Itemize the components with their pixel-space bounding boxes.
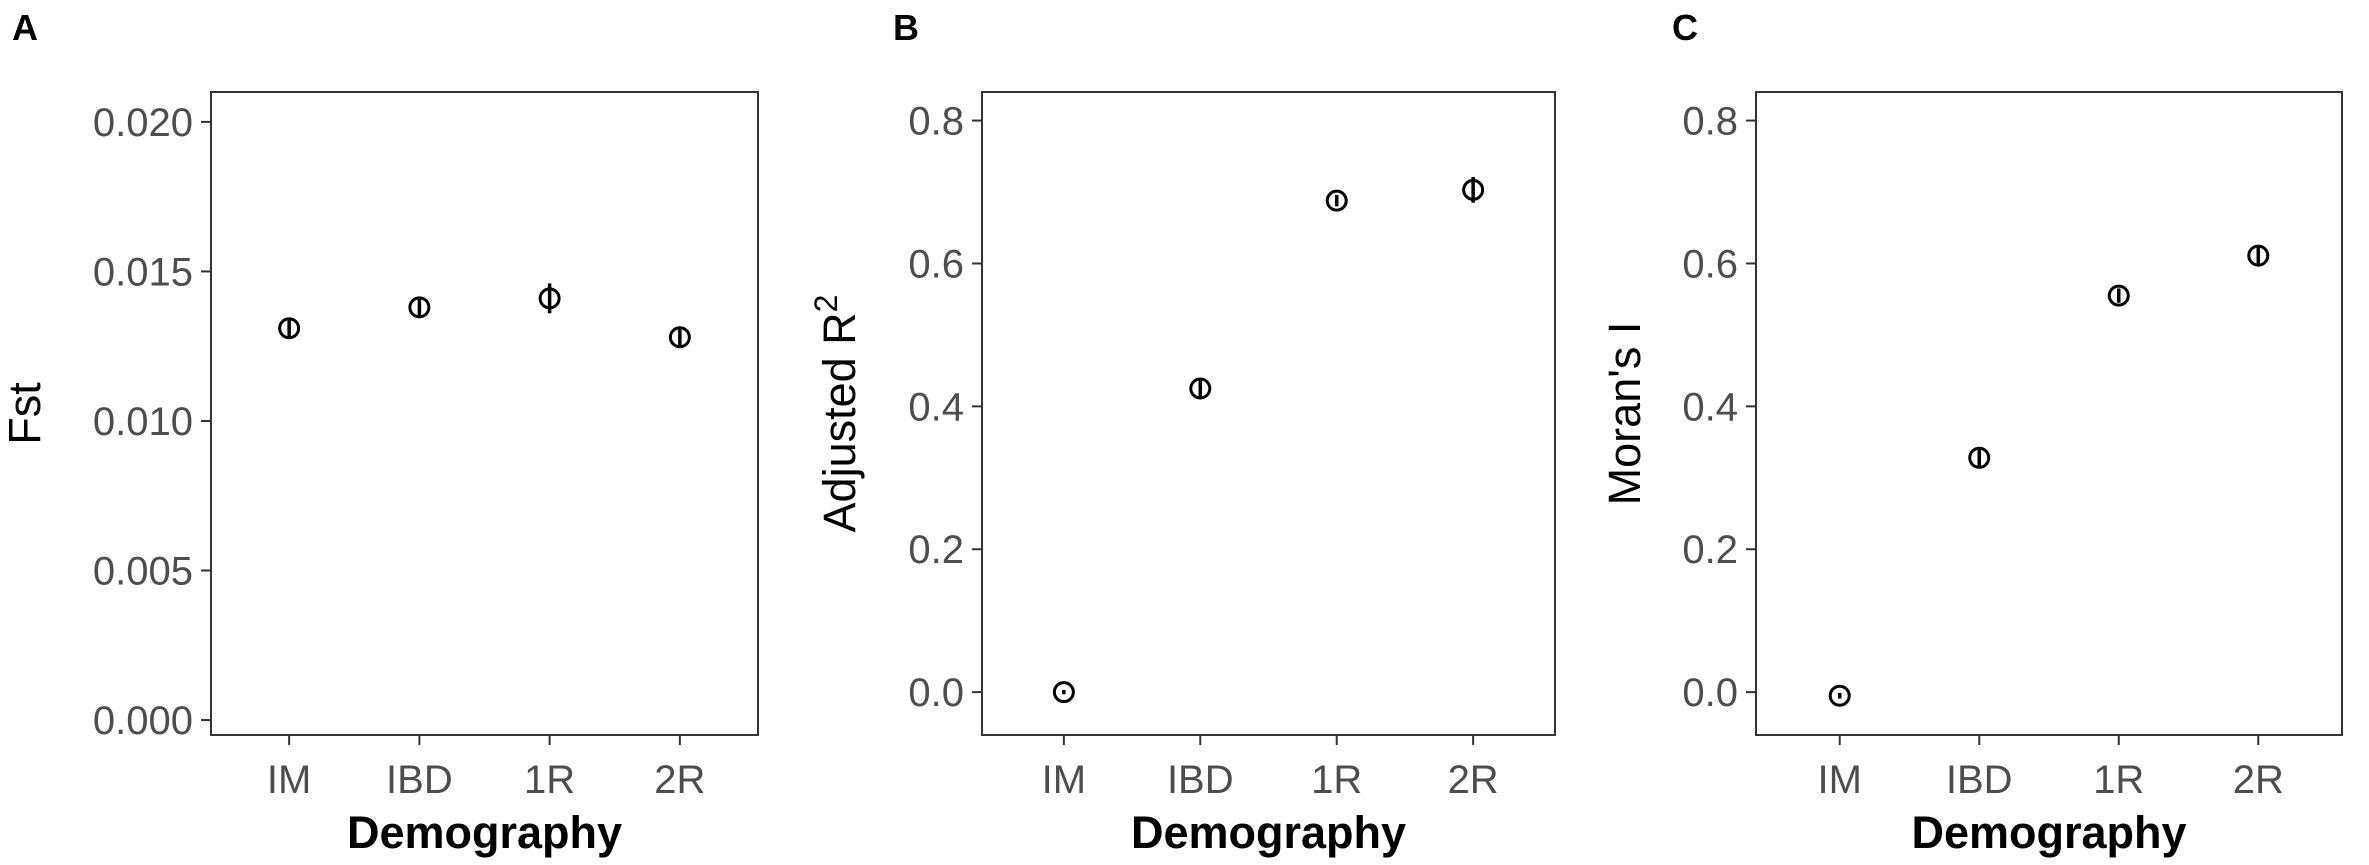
panel-b: B 0.0 0.2 0.4 0.6 0.8 IM IBD 1R 2R Demography Adjus… — [808, 7, 1556, 858]
data-point-2r — [1462, 178, 1485, 201]
x-tick-label: 2R — [2233, 758, 2284, 802]
y-tick-label: 0.2 — [908, 528, 964, 572]
y-tick-label: 0.8 — [908, 100, 964, 144]
y-tick-label: 0.6 — [1682, 242, 1738, 286]
panel-a: A 0.000 0.005 0.010 0.015 0.020 IM IBD 1R 2R Demog… — [0, 7, 759, 858]
x-tick-label: 2R — [1448, 758, 1499, 802]
plot-frame — [981, 91, 1556, 736]
y-tick-label: 0.015 — [93, 250, 193, 294]
y-axis-label: Moran's I — [1599, 322, 1650, 506]
x-tick-label: 1R — [2093, 758, 2144, 802]
x-tick-label: IM — [267, 758, 311, 802]
y-tick-label: 0.6 — [908, 242, 964, 286]
y-tick-label: 0.005 — [93, 550, 193, 594]
data-point-1r — [2107, 284, 2130, 307]
x-tick-label: IM — [1042, 758, 1086, 802]
panel-c: C 0.0 0.2 0.4 0.6 0.8 IM IBD 1R 2R Demography Moran… — [1599, 7, 2343, 858]
y-axis-label: Fst — [0, 382, 50, 445]
y-tick-label: 0.4 — [1682, 385, 1738, 429]
x-tick-label: IBD — [1946, 758, 2013, 802]
y-tick-label: 0.2 — [1682, 528, 1738, 572]
panel-letter: A — [12, 7, 38, 48]
x-tick-label: IM — [1817, 758, 1861, 802]
data-point-2r — [2247, 244, 2270, 267]
x-tick-label: 1R — [1311, 758, 1362, 802]
plot-frame — [1755, 91, 2343, 736]
data-point-ibd — [1968, 446, 1991, 469]
y-tick-label: 0.010 — [93, 400, 193, 444]
x-tick-label: IBD — [1167, 758, 1234, 802]
data-point-ibd — [1189, 377, 1212, 400]
x-tick-label: IBD — [386, 758, 453, 802]
data-point-ibd — [408, 296, 431, 319]
data-point-im — [1052, 681, 1075, 704]
x-axis-label: Demography — [347, 807, 622, 858]
panel-letter: C — [1672, 7, 1698, 48]
y-tick-label: 0.020 — [93, 101, 193, 145]
y-axis-label: Adjusted R2 — [808, 295, 865, 533]
panel-letter: B — [893, 7, 919, 48]
data-point-im — [1828, 684, 1851, 707]
y-tick-label: 0.000 — [93, 699, 193, 743]
y-tick-label: 0.0 — [908, 671, 964, 715]
x-axis-label: Demography — [1911, 807, 2186, 858]
data-point-2r — [668, 326, 691, 349]
y-tick-label: 0.4 — [908, 385, 964, 429]
y-tick-label: 0.0 — [1682, 671, 1738, 715]
data-point-1r — [1325, 189, 1348, 212]
x-tick-label: 2R — [654, 758, 705, 802]
data-point-im — [278, 317, 301, 340]
y-tick-label: 0.8 — [1682, 100, 1738, 144]
data-point-1r — [538, 287, 561, 310]
x-tick-label: 1R — [524, 758, 575, 802]
plot-frame — [210, 91, 759, 736]
x-axis-label: Demography — [1131, 807, 1406, 858]
